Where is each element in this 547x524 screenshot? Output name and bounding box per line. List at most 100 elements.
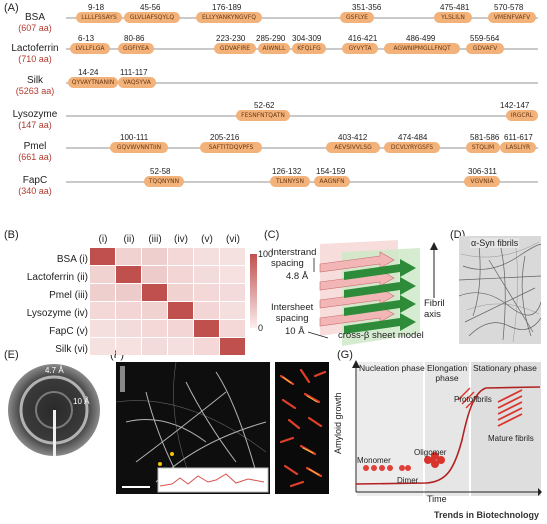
peptide-position: 14-24 [78, 68, 99, 77]
nucleation-phase-region [357, 362, 423, 496]
heatmap-cell [142, 320, 167, 337]
peptide-box: GLVLIAFSQYLQ [124, 12, 180, 23]
heatmap-cell [90, 338, 115, 355]
heatmap-cell [220, 302, 245, 319]
fibril-axis-label: Fibril axis [424, 298, 445, 320]
heatmap-col-label: (ii) [123, 234, 135, 245]
heatmap-row-label: FapC (v) [49, 326, 88, 337]
heatmap-cell [142, 266, 167, 283]
peptide-box: VMENFVAFV [488, 12, 536, 23]
colorbar-max-label: 100 [258, 249, 274, 259]
peptide-box: VAQSYVA [118, 77, 156, 88]
heatmap-cell [194, 284, 219, 301]
protein-name-lysozyme: Lysozyme (147 aa) [12, 109, 58, 130]
protein-name-pmel: Pmel (661 aa) [18, 141, 52, 162]
heatmap-cell [220, 320, 245, 337]
species-label-monomer: Monomer [357, 456, 391, 465]
peptide-position: 581-586 [470, 133, 500, 142]
panel-label-g: (G) [337, 349, 353, 361]
protein-track-silk [66, 82, 538, 84]
peptide-box: YLSLILN [434, 12, 472, 23]
heatmap-cell [168, 248, 193, 265]
heatmap-col-label: (iv) [174, 234, 188, 245]
peptide-position: 154-159 [316, 167, 346, 176]
peptide-position: 111-117 [120, 68, 148, 77]
protein-name-silk: Silk (5263 aa) [15, 75, 55, 96]
segmented-fibril-map [275, 362, 329, 494]
heatmap-cell [142, 248, 167, 265]
panel-label-b: (B) [4, 229, 19, 241]
protofibril-strands [457, 387, 479, 409]
peptide-box: GDVAFV [466, 43, 504, 54]
heatmap-cell [220, 266, 245, 283]
oligomer-cluster [424, 452, 445, 468]
heatmap-cell [194, 338, 219, 355]
heatmap-col-label: (vi) [226, 234, 240, 245]
peptide-position: 403-412 [338, 133, 368, 142]
scale-bar [122, 486, 150, 488]
intersheet-value: 10 Å [285, 326, 305, 337]
peptide-position: 126-132 [272, 167, 302, 176]
heatmap-cell [90, 266, 115, 283]
peptide-position: 80-86 [124, 34, 145, 43]
species-label-dimer: Dimer [397, 476, 419, 485]
heatmap-cell [142, 302, 167, 319]
interstrand-value: 4.8 Å [286, 271, 309, 282]
heatmap-cell [90, 284, 115, 301]
protein-name-fapc: FapC (340 aa) [18, 175, 52, 196]
strand-arrows [319, 251, 416, 334]
cross-beta-diagram [307, 240, 438, 346]
heatmap-cell [116, 338, 141, 355]
protein-track-bsa [66, 17, 538, 19]
heatmap-cell [194, 248, 219, 265]
xray-diffraction-pattern [8, 364, 100, 456]
peptide-box: VGVNIA [464, 176, 500, 187]
heatmap-cell [142, 338, 167, 355]
heatmap-cell [168, 338, 193, 355]
peptide-position: 306-311 [468, 167, 497, 176]
heatmap-col-label: (iii) [148, 234, 162, 245]
heatmap-cell [168, 266, 193, 283]
peptide-box: QYVAYTNANIN [68, 77, 118, 88]
peptide-position: 474-484 [398, 133, 428, 142]
peptide-position: 100-111 [120, 133, 149, 142]
heatmap-cell [194, 302, 219, 319]
peptide-box: FESNFNTQATN [236, 110, 290, 121]
micrograph-label: α-Syn fibrils [470, 238, 520, 248]
protein-name-lactoferrin: Lactoferrin (710 aa) [11, 43, 59, 64]
peptide-position: 52-62 [254, 101, 275, 110]
peptide-position: 223-230 [216, 34, 246, 43]
heatmap-row-label: BSA (i) [56, 254, 88, 265]
heatmap-cell [220, 248, 245, 265]
phase-label-stationary: Stationary phase [473, 363, 537, 373]
heatmap-cell [220, 338, 245, 355]
peptide-position: 416-421 [348, 34, 378, 43]
species-label-protofibrils: Protofibrils [454, 395, 492, 404]
heatmap-grid [90, 248, 245, 355]
peptide-box: AAGNFN [314, 176, 350, 187]
intensity-scale [120, 366, 125, 392]
peptide-position: 559-564 [470, 34, 500, 43]
heatmap-cell [168, 284, 193, 301]
protein-track-lysozyme [66, 115, 538, 117]
peptide-position: 475-481 [440, 3, 470, 12]
peptide-box: GQVWVNNTIIN [110, 142, 168, 153]
growth-curve [355, 386, 541, 485]
heatmap-cell [116, 266, 141, 283]
mature-fibril-strands [497, 389, 523, 427]
stationary-phase-region [471, 362, 541, 496]
panel-label-e: (E) [4, 349, 19, 361]
phase-label-elongation: Elongation phase [427, 363, 468, 383]
panel-label-a: (A) [4, 2, 19, 14]
protein-name-bsa: BSA (607 aa) [18, 12, 52, 33]
peptide-position: 486-499 [406, 34, 436, 43]
intersheet-label: Intersheet spacing [271, 302, 314, 324]
peptide-box: LASLIYR [500, 142, 536, 153]
species-label-oligomer: Oligomer [414, 448, 447, 457]
x-axis-label: Time [427, 494, 447, 504]
y-axis-label: Amyloid growth [333, 392, 343, 454]
heatmap-cell [90, 248, 115, 265]
peptide-box: STQLIM [466, 142, 500, 153]
peptide-position: 9-18 [88, 3, 105, 12]
peptide-position: 52-58 [150, 167, 171, 176]
